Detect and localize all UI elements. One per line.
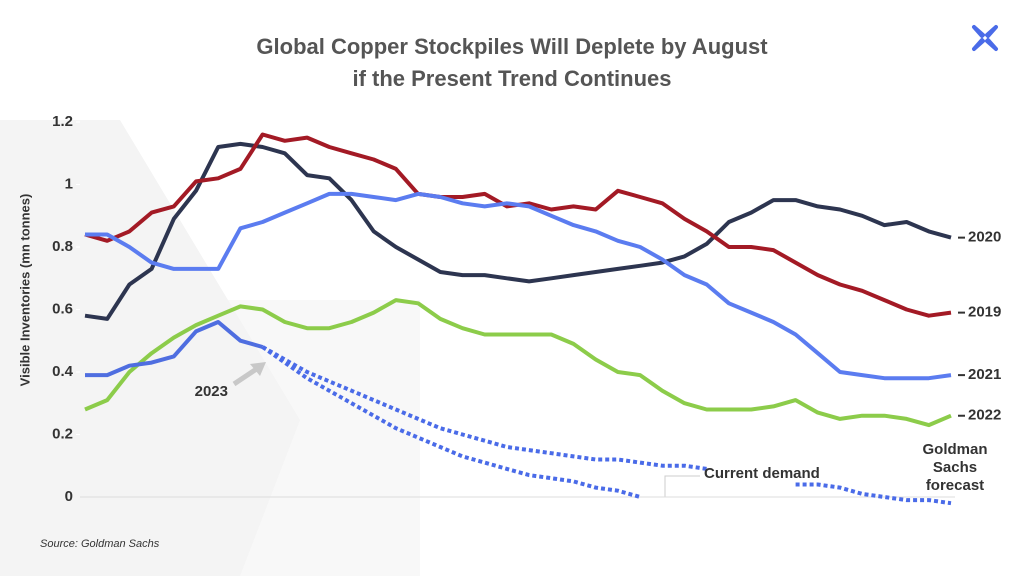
watermark — [0, 120, 420, 576]
y-tick-label: 0.8 — [52, 238, 73, 255]
annotation-2023 — [232, 362, 266, 387]
line-series — [261, 345, 952, 506]
chart-title: Global Copper Stockpiles Will Deplete by… — [256, 34, 768, 59]
series-label: 2019 — [968, 304, 1001, 321]
y-axis-label: Visible Inventories (mn tonnes) — [17, 194, 32, 387]
y-tick-label: 1 — [65, 175, 73, 192]
line-series — [84, 141, 952, 321]
y-tick-label: 0.2 — [52, 425, 73, 442]
y-tick-label: 0 — [65, 488, 73, 505]
line-series — [84, 298, 952, 428]
y-tick-label: 1.2 — [52, 113, 73, 130]
line-series — [261, 345, 641, 499]
series-label: Goldman Sachs forecast — [922, 441, 987, 494]
label-line: Sachs — [933, 459, 977, 476]
source: Source: Goldman Sachs — [40, 538, 160, 550]
line-series — [85, 191, 952, 381]
series-label: Current demand — [704, 465, 820, 482]
logo — [972, 25, 998, 51]
y-tick-label: 0.4 — [52, 363, 74, 380]
label-line: Goldman — [922, 441, 987, 458]
series-label: 2021 — [968, 366, 1001, 383]
y-tick-label: 0.6 — [52, 300, 73, 317]
series-label: 2023 — [195, 383, 228, 400]
callout-line — [637, 475, 700, 498]
series-label: 2022 — [968, 407, 1001, 424]
series-label: 2020 — [968, 229, 1001, 246]
line-series — [85, 320, 264, 378]
chart-subtitle: if the Present Trend Continues — [352, 66, 671, 91]
label-line: forecast — [926, 477, 984, 494]
